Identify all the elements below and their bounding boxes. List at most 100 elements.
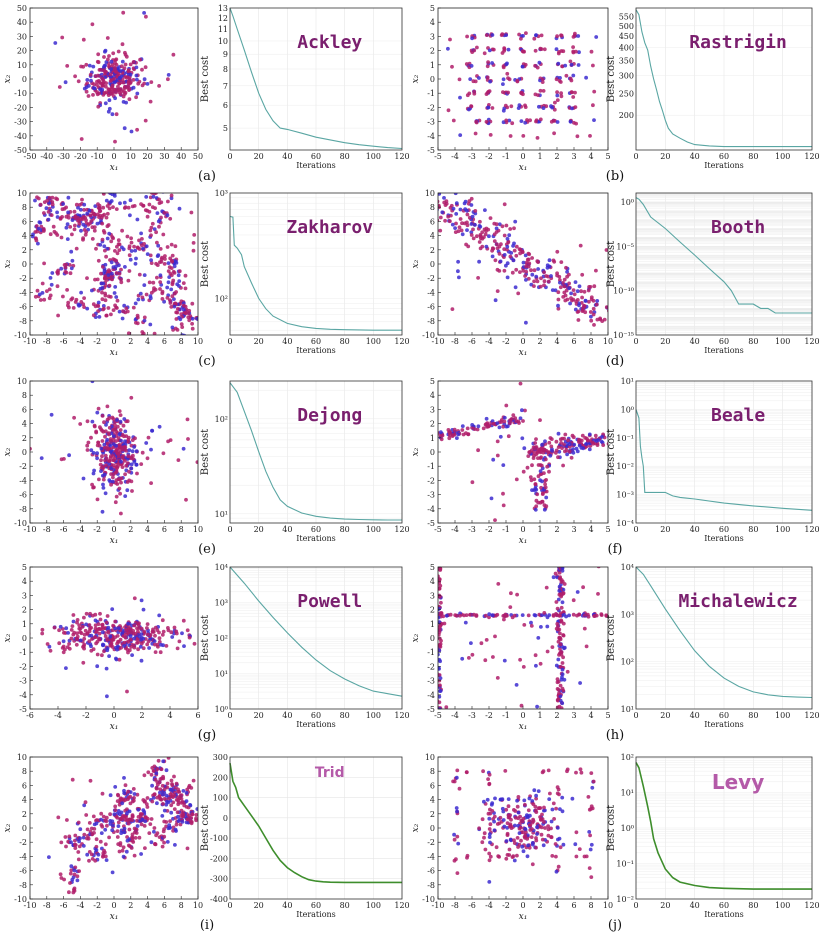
particle-point — [129, 240, 134, 245]
particle-point — [201, 317, 205, 321]
particle-point — [90, 613, 95, 618]
particle-point — [512, 838, 516, 843]
particle-point — [498, 259, 503, 264]
particle-point — [93, 858, 98, 863]
y-axis-label: Best cost — [606, 429, 617, 475]
y-tick-label: -1 — [19, 648, 27, 657]
particle-point — [463, 189, 467, 193]
y-tick-label: 10¹ — [621, 789, 634, 798]
particle-point — [509, 591, 513, 596]
particle-point — [135, 792, 140, 797]
particle-point — [480, 817, 485, 822]
particle-point — [524, 264, 529, 269]
particle-point — [142, 629, 147, 634]
particle-point — [574, 770, 578, 775]
particle-point — [195, 316, 198, 321]
particle-point — [555, 622, 560, 626]
particle-point — [148, 99, 153, 104]
particle-point — [158, 287, 162, 291]
particle-point — [470, 652, 475, 657]
particle-point — [577, 284, 582, 289]
x-tick-label: 100 — [366, 337, 381, 346]
particle-point — [450, 434, 455, 438]
particle-point — [469, 64, 474, 68]
particle-point — [191, 248, 196, 253]
particle-cloud — [53, 10, 176, 144]
particle-point — [93, 74, 98, 78]
particle-point — [169, 803, 174, 808]
particle-point — [173, 827, 178, 832]
particle-point — [124, 100, 128, 105]
particle-point — [121, 10, 126, 15]
particle-point — [52, 625, 57, 630]
particle-point — [110, 607, 115, 611]
y-tick-label: -1 — [427, 89, 435, 98]
particle-point — [126, 83, 131, 88]
y-tick-label: 7 — [223, 82, 228, 91]
particle-point — [168, 819, 173, 823]
x-tick-label: 2 — [554, 525, 559, 534]
particle-point — [540, 77, 545, 82]
particle-point — [492, 828, 497, 833]
particle-point — [559, 94, 564, 99]
particle-point — [541, 769, 546, 774]
particle-point — [583, 299, 588, 303]
particle-point — [128, 637, 133, 642]
particle-point — [191, 241, 196, 245]
x-tick-label: -10 — [432, 901, 445, 910]
particle-point — [169, 810, 174, 815]
particle-point — [529, 268, 533, 273]
particle-point — [555, 687, 560, 691]
y-axis-label: Best cost — [606, 56, 617, 102]
particle-point — [532, 279, 536, 284]
particle-point — [143, 819, 148, 824]
particle-point — [102, 472, 107, 477]
particle-point — [103, 827, 108, 832]
particle-point — [177, 639, 182, 644]
y-tick-label: 10¹ — [215, 670, 228, 679]
particle-point — [587, 866, 592, 870]
particle-point — [135, 77, 139, 82]
particle-point — [131, 60, 136, 64]
x-tick-label: 0 — [633, 901, 638, 910]
particle-point — [145, 214, 150, 219]
particle-point — [77, 626, 82, 631]
particle-point — [544, 504, 549, 509]
particle-point — [79, 217, 83, 221]
x-tick-label: 4 — [588, 711, 593, 720]
x-axis-label: x₁ — [110, 163, 119, 173]
particle-point — [67, 453, 71, 458]
particle-point — [187, 783, 192, 788]
particle-point — [168, 298, 172, 302]
particle-point — [470, 425, 474, 430]
x-tick-label: -6 — [26, 711, 34, 720]
particle-point — [199, 792, 203, 796]
y-tick-label: 4 — [430, 577, 435, 586]
particle-point — [520, 844, 525, 849]
particle-point — [69, 840, 73, 845]
y-tick-label: 10⁻² — [616, 895, 634, 904]
particle-point — [560, 446, 564, 450]
particle-point — [487, 234, 491, 239]
particle-point — [77, 844, 82, 849]
y-tick-label: 550 — [619, 12, 634, 21]
particle-point — [123, 783, 128, 788]
y-tick-label: -2 — [427, 838, 435, 847]
y-tick-label: 4 — [22, 796, 27, 805]
particle-point — [504, 223, 509, 228]
x-tick-label: -4 — [485, 337, 493, 346]
particle-point — [572, 292, 577, 297]
particle-point — [148, 822, 153, 826]
particle-point — [126, 789, 130, 794]
particle-point — [107, 54, 111, 58]
particle-point — [569, 455, 574, 460]
y-tick-label: -6 — [19, 491, 27, 500]
y-tick-label: 0 — [430, 634, 435, 643]
panel-i: -10 -8 -6 -4 -2 0 2 4 6 8 10-10-8-6-4-20246810x₁x₂… — [3, 753, 410, 933]
particle-point — [561, 591, 566, 595]
x-axis-label: Iterations — [704, 346, 744, 355]
particle-point — [59, 266, 64, 271]
particle-point — [569, 78, 574, 83]
particle-point — [130, 489, 134, 493]
x-tick-label: -2 — [93, 337, 101, 346]
